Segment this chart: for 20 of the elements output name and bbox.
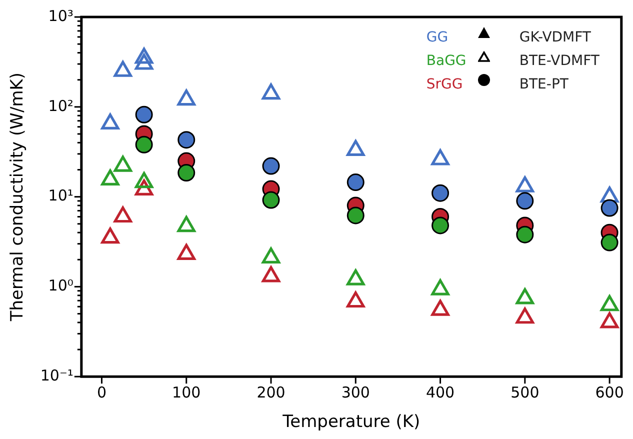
annotation: GK-VDMFT xyxy=(519,30,592,46)
annotation: BTE-PT xyxy=(519,76,569,93)
x-tick-label: 300 xyxy=(341,383,370,402)
x-tick-label: 400 xyxy=(426,383,455,402)
x-tick-label: 200 xyxy=(256,383,286,402)
text: BaGG xyxy=(426,53,466,70)
y-tick-label: 10² xyxy=(48,96,74,115)
y-axis-title: Thermal conductivity (W/mK) xyxy=(8,72,28,322)
y-tick-label: 10¹ xyxy=(48,186,74,205)
x-tick-label: 600 xyxy=(595,383,624,402)
x-tick-label: 500 xyxy=(510,383,540,402)
x-tick-label: 100 xyxy=(172,383,201,402)
text: SrGG xyxy=(426,76,463,93)
y-tick-label: 10⁻¹ xyxy=(40,366,74,384)
text: GG xyxy=(426,30,448,46)
x-tick-label: 0 xyxy=(96,383,107,402)
y-tick-label: 10⁰ xyxy=(48,276,74,295)
annotation: BTE-VDMFT xyxy=(519,53,600,70)
x-axis-title: Temperature (K) xyxy=(282,412,420,432)
y-tick-label: 10³ xyxy=(48,6,74,25)
